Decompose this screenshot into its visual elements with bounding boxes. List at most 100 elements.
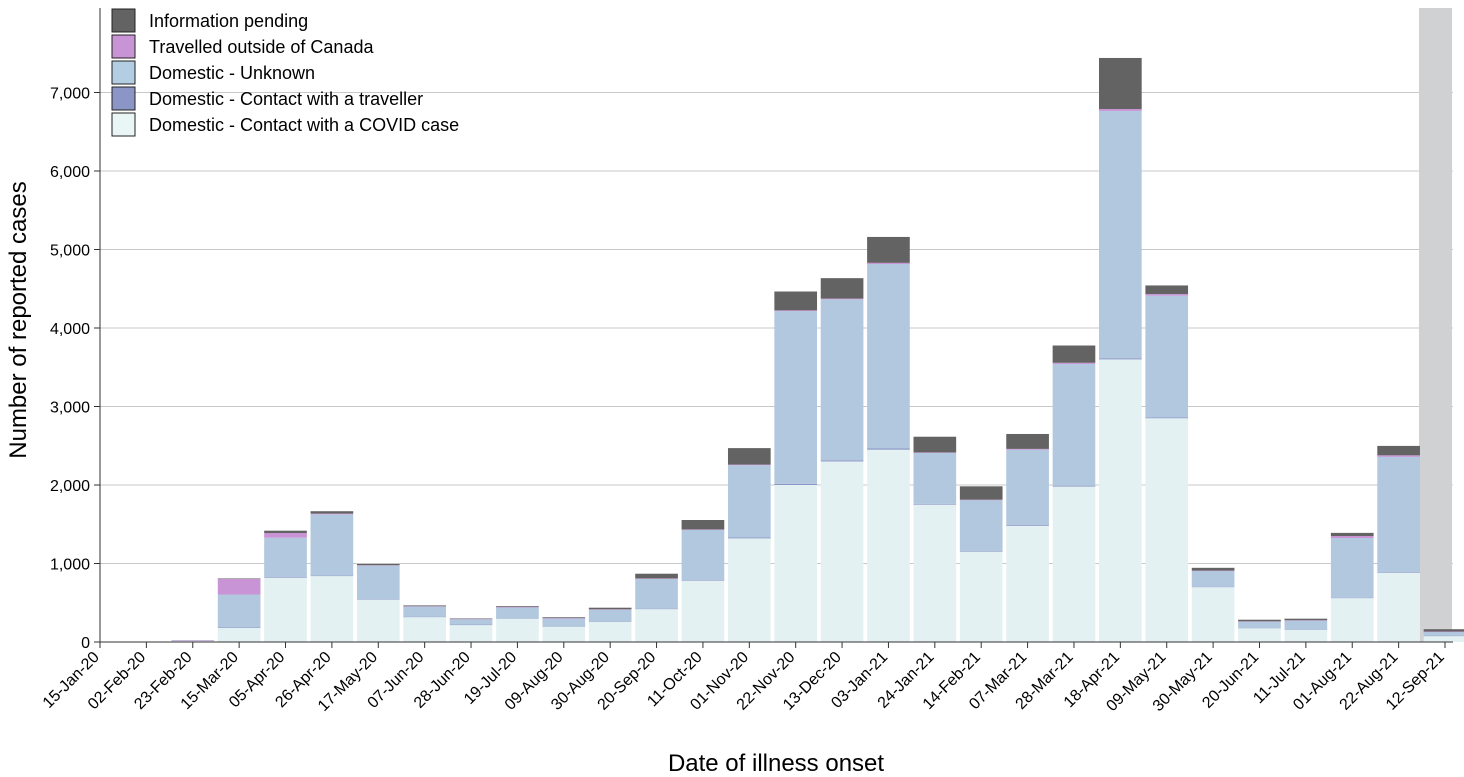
y-tick-label-7: 7,000 xyxy=(50,86,90,103)
bar-segment-1-18 xyxy=(913,503,957,505)
bar-segment-3-10 xyxy=(542,618,586,619)
bar-segment-1-3 xyxy=(217,627,261,628)
bar-segment-2-2 xyxy=(171,640,215,642)
bar-segment-2-19 xyxy=(959,500,1003,552)
bar-segment-4-22 xyxy=(1099,57,1142,109)
bar-segment-4-7 xyxy=(403,605,446,607)
bar-segment-1-23 xyxy=(1145,417,1189,419)
bar-segment-0-17 xyxy=(867,449,910,642)
series-0 xyxy=(125,359,1464,643)
bar-segment-1-26 xyxy=(1284,629,1328,630)
bar-segment-3-5 xyxy=(310,513,354,515)
bar-segment-2-21 xyxy=(1052,363,1096,486)
shaded-region-rect xyxy=(1419,8,1452,642)
bar-segment-4-28 xyxy=(1377,445,1420,456)
bar-segment-0-3 xyxy=(217,627,261,642)
series-2 xyxy=(125,110,1464,643)
bar-segment-4-20 xyxy=(1006,433,1049,449)
y-tick-label-4: 4,000 xyxy=(50,321,90,338)
bar-segment-4-26 xyxy=(1284,618,1328,621)
legend-label-1: Travelled outside of Canada xyxy=(149,37,374,57)
series-3 xyxy=(171,108,1464,641)
bar-segment-3-7 xyxy=(403,606,446,607)
y-axis-title: Number of reported cases xyxy=(5,181,32,458)
bar-segment-2-15 xyxy=(774,311,818,484)
bar-segment-1-27 xyxy=(1330,597,1374,599)
bar-segment-4-11 xyxy=(588,607,632,610)
bar-segment-1-6 xyxy=(356,599,400,600)
bar-segment-2-4 xyxy=(264,537,307,577)
bar-segment-3-25 xyxy=(1238,621,1281,622)
bar-segment-2-10 xyxy=(542,618,586,627)
bar-segment-4-17 xyxy=(867,236,910,263)
bar-segment-3-26 xyxy=(1284,620,1328,621)
bar-segment-3-16 xyxy=(820,298,864,300)
bar-segment-0-10 xyxy=(542,626,586,642)
bar-segment-1-16 xyxy=(820,460,864,462)
bar-segment-3-9 xyxy=(496,606,539,608)
bar-segment-3-3 xyxy=(217,578,261,595)
bars xyxy=(125,57,1464,643)
bar-segment-0-11 xyxy=(588,621,632,642)
bar-segment-4-6 xyxy=(356,563,400,566)
legend-swatch-1 xyxy=(111,34,136,59)
bar-segment-3-17 xyxy=(867,262,910,265)
bar-segment-1-7 xyxy=(403,616,446,618)
bar-segment-4-27 xyxy=(1330,532,1374,537)
bar-segment-1-12 xyxy=(635,608,678,610)
bar-segment-2-23 xyxy=(1145,295,1189,418)
bar-segment-2-24 xyxy=(1191,570,1235,587)
bar-segment-2-25 xyxy=(1238,621,1281,628)
bar-segment-3-24 xyxy=(1191,570,1235,572)
bar-segment-4-24 xyxy=(1191,567,1235,571)
bar-segment-1-4 xyxy=(264,577,307,578)
legend-label-2: Domestic - Unknown xyxy=(149,63,315,83)
bar-segment-0-24 xyxy=(1191,587,1235,642)
bar-segment-0-5 xyxy=(310,576,354,642)
bar-segment-4-9 xyxy=(496,606,539,607)
bar-segment-2-12 xyxy=(635,578,678,609)
bar-segment-0-19 xyxy=(959,551,1003,642)
y-tick-label-6: 6,000 xyxy=(50,164,90,181)
bar-segment-2-28 xyxy=(1377,456,1420,573)
bar-segment-1-9 xyxy=(496,618,539,619)
bar-segment-4-13 xyxy=(681,520,725,530)
bar-segment-2-6 xyxy=(356,565,400,600)
bar-segment-0-26 xyxy=(1284,629,1328,642)
bar-segment-3-15 xyxy=(774,310,818,312)
bar-segment-4-5 xyxy=(310,511,354,514)
bar-segment-0-27 xyxy=(1330,598,1374,642)
bar-segment-3-18 xyxy=(913,452,957,453)
bar-segment-0-28 xyxy=(1377,572,1420,642)
bar-segment-3-19 xyxy=(959,499,1003,501)
bar-segment-4-4 xyxy=(264,530,307,534)
bar-segment-1-29 xyxy=(1423,635,1464,637)
bar-segment-0-29 xyxy=(1423,635,1464,642)
bar-segment-1-28 xyxy=(1377,572,1420,573)
bar-segment-1-21 xyxy=(1052,485,1096,487)
bar-segment-0-18 xyxy=(913,504,957,643)
bar-segment-2-3 xyxy=(217,594,261,628)
bar-segment-1-13 xyxy=(681,580,725,581)
bar-segment-1-11 xyxy=(588,621,632,622)
bar-segment-1-5 xyxy=(310,575,354,577)
bar-segment-0-4 xyxy=(264,577,307,642)
y-tick-label-5: 5,000 xyxy=(50,243,90,260)
bar-segment-0-6 xyxy=(356,599,400,642)
bar-segment-0-9 xyxy=(496,618,539,642)
bar-segment-4-8 xyxy=(449,618,493,619)
bar-segment-2-20 xyxy=(1006,449,1049,526)
bar-segment-3-27 xyxy=(1330,536,1374,538)
bar-segment-4-10 xyxy=(542,617,586,619)
bar-segment-4-16 xyxy=(820,278,864,299)
legend-swatch-4 xyxy=(111,112,136,137)
bar-segment-4-29 xyxy=(1423,629,1464,632)
bar-segment-4-25 xyxy=(1238,619,1281,622)
bar-segment-2-16 xyxy=(820,299,864,461)
bar-segment-2-5 xyxy=(310,514,354,576)
bar-segment-0-20 xyxy=(1006,525,1049,642)
bar-segment-4-15 xyxy=(774,291,818,311)
bar-segment-1-17 xyxy=(867,448,910,450)
bar-segment-1-19 xyxy=(959,551,1003,552)
bar-segment-3-6 xyxy=(356,565,400,566)
